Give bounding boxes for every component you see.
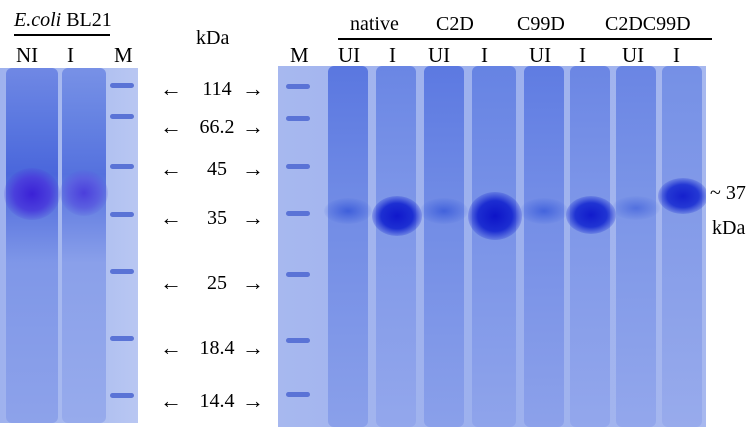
arrow-left-icon: ← [160, 156, 182, 181]
gel-band-c99d-ui [520, 198, 568, 224]
arrow-right-icon: → [242, 270, 264, 295]
arrow-right-icon: → [242, 114, 264, 139]
lane-label-ni: NI [16, 43, 39, 67]
marker-band [110, 336, 134, 341]
arrow-right-icon: → [242, 205, 264, 230]
marker-band [286, 211, 310, 216]
gel-lane-ni [6, 68, 58, 423]
arrow-right-icon: → [242, 76, 264, 101]
marker-band [286, 338, 310, 343]
strain-suffix-label: BL21 [66, 9, 112, 31]
band-size-annotation: ~ 37 [710, 182, 746, 204]
kda-header: kDa [196, 27, 230, 49]
marker-18-4: ← 18.4 → [160, 335, 270, 360]
marker-band [110, 83, 134, 88]
marker-value: 25 [207, 272, 227, 294]
marker-66-2: ← 66.2 → [160, 114, 270, 139]
marker-band [110, 164, 134, 169]
gel-band-native-i [372, 196, 422, 236]
marker-14-4: ← 14.4 → [160, 388, 270, 413]
gel-band-c99d-i [566, 196, 616, 234]
marker-114: ← 114 → [160, 76, 270, 101]
marker-band [286, 164, 310, 169]
marker-band [110, 212, 134, 217]
marker-value: 45 [207, 158, 227, 180]
lane-label-m: M [114, 43, 133, 67]
marker-band [110, 393, 134, 398]
group-label-native: native [350, 13, 399, 35]
gel-band-c2d-ui [420, 198, 468, 224]
marker-value: 66.2 [199, 116, 235, 138]
gel-lane-c2d-ui [424, 66, 464, 427]
gel-lane-c99d-i [570, 66, 610, 427]
marker-value: 114 [202, 78, 232, 100]
band-size-unit: kDa [712, 217, 746, 239]
marker-value: 35 [207, 207, 227, 229]
arrow-right-icon: → [242, 156, 264, 181]
lane-label-c99d-i: I [579, 43, 586, 67]
lane-label-native-i: I [389, 43, 396, 67]
groups-underline [338, 38, 712, 40]
lane-label-c2d-ui: UI [428, 43, 451, 67]
gel-lane-c99d-ui [524, 66, 564, 427]
arrow-right-icon: → [242, 388, 264, 413]
gel-band-ni-major [4, 168, 60, 220]
arrow-left-icon: ← [160, 335, 182, 360]
gel-band-c2dc99d-i [658, 178, 706, 214]
lane-label-c2d-i: I [481, 43, 488, 67]
lane-label-c99d-ui: UI [529, 43, 552, 67]
gel-lane-i [62, 68, 106, 423]
group-label-c2d: C2D [436, 13, 474, 35]
marker-35: ← 35 → [160, 205, 270, 230]
marker-band [110, 269, 134, 274]
gel-image-left [0, 68, 138, 423]
gel-band-c2d-i [468, 192, 522, 240]
arrow-left-icon: ← [160, 114, 182, 139]
strain-italic-label: E.coli [14, 9, 62, 31]
marker-value: 14.4 [199, 390, 235, 412]
lane-label-native-ui: UI [338, 43, 361, 67]
strain-underline [14, 34, 110, 36]
arrow-left-icon: ← [160, 205, 182, 230]
arrow-left-icon: ← [160, 76, 182, 101]
group-label-c2dc99d: C2DC99D [605, 13, 691, 35]
group-label-c99d: C99D [517, 13, 565, 35]
lane-label-m: M [290, 43, 309, 67]
arrow-right-icon: → [242, 335, 264, 360]
arrow-left-icon: ← [160, 388, 182, 413]
lane-label-c2dc99d-ui: UI [622, 43, 645, 67]
gel-band-c2dc99d-ui [612, 196, 660, 220]
marker-25: ← 25 → [160, 270, 270, 295]
gel-image-right [278, 66, 706, 427]
gel-lane-c2d-i [472, 66, 516, 427]
marker-band [286, 392, 310, 397]
marker-45: ← 45 → [160, 156, 270, 181]
gel-band-native-ui [324, 198, 372, 224]
arrow-left-icon: ← [160, 270, 182, 295]
marker-band [286, 116, 310, 121]
gel-lane-c2dc99d-i [662, 66, 702, 427]
lane-label-i: I [67, 43, 74, 67]
gel-lane-c2dc99d-ui [616, 66, 656, 427]
marker-band [110, 114, 134, 119]
marker-band [286, 272, 310, 277]
strain-label: E.coli BL21 [14, 10, 112, 30]
gel-band-i-major [60, 170, 108, 216]
lane-label-c2dc99d-i: I [673, 43, 680, 67]
gel-lane-native-i [376, 66, 416, 427]
marker-value: 18.4 [199, 337, 235, 359]
gel-lane-native-ui [328, 66, 368, 427]
marker-band [286, 84, 310, 89]
